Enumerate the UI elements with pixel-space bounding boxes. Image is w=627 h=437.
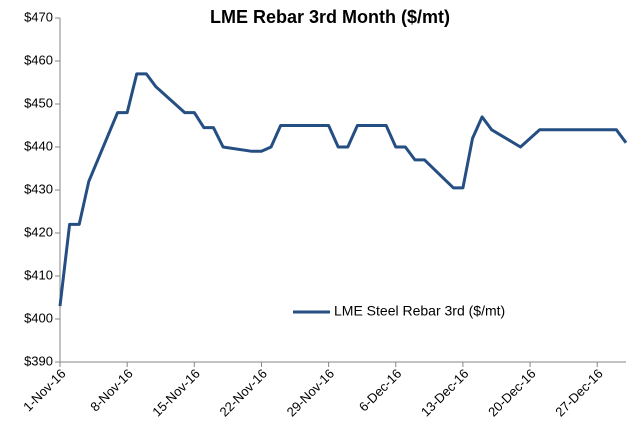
y-tick-label: $470 (24, 9, 53, 24)
y-tick-label: $400 (24, 310, 53, 325)
x-tick-label: 22-Nov-16 (216, 366, 270, 420)
x-tick-label: 1-Nov-16 (20, 366, 68, 414)
y-tick-label: $390 (24, 353, 53, 368)
x-tick-label: 27-Dec-16 (552, 366, 606, 420)
x-tick-label: 6-Dec-16 (356, 366, 404, 414)
y-tick-label: $420 (24, 224, 53, 239)
x-tick-label: 8-Nov-16 (87, 366, 135, 414)
y-tick-label: $460 (24, 52, 53, 67)
x-tick-label: 29-Nov-16 (284, 366, 338, 420)
y-tick-label: $430 (24, 181, 53, 196)
x-tick-label: 20-Dec-16 (485, 366, 539, 420)
y-tick-label: $410 (24, 267, 53, 282)
legend-label: LME Steel Rebar 3rd ($/mt) (334, 303, 505, 319)
series-line (58, 72, 627, 307)
x-tick-label: 15-Nov-16 (149, 366, 203, 420)
x-tick-label: 13-Dec-16 (418, 366, 472, 420)
chart-title: LME Rebar 3rd Month ($/mt) (210, 7, 450, 27)
y-tick-label: $450 (24, 95, 53, 110)
y-tick-label: $440 (24, 138, 53, 153)
